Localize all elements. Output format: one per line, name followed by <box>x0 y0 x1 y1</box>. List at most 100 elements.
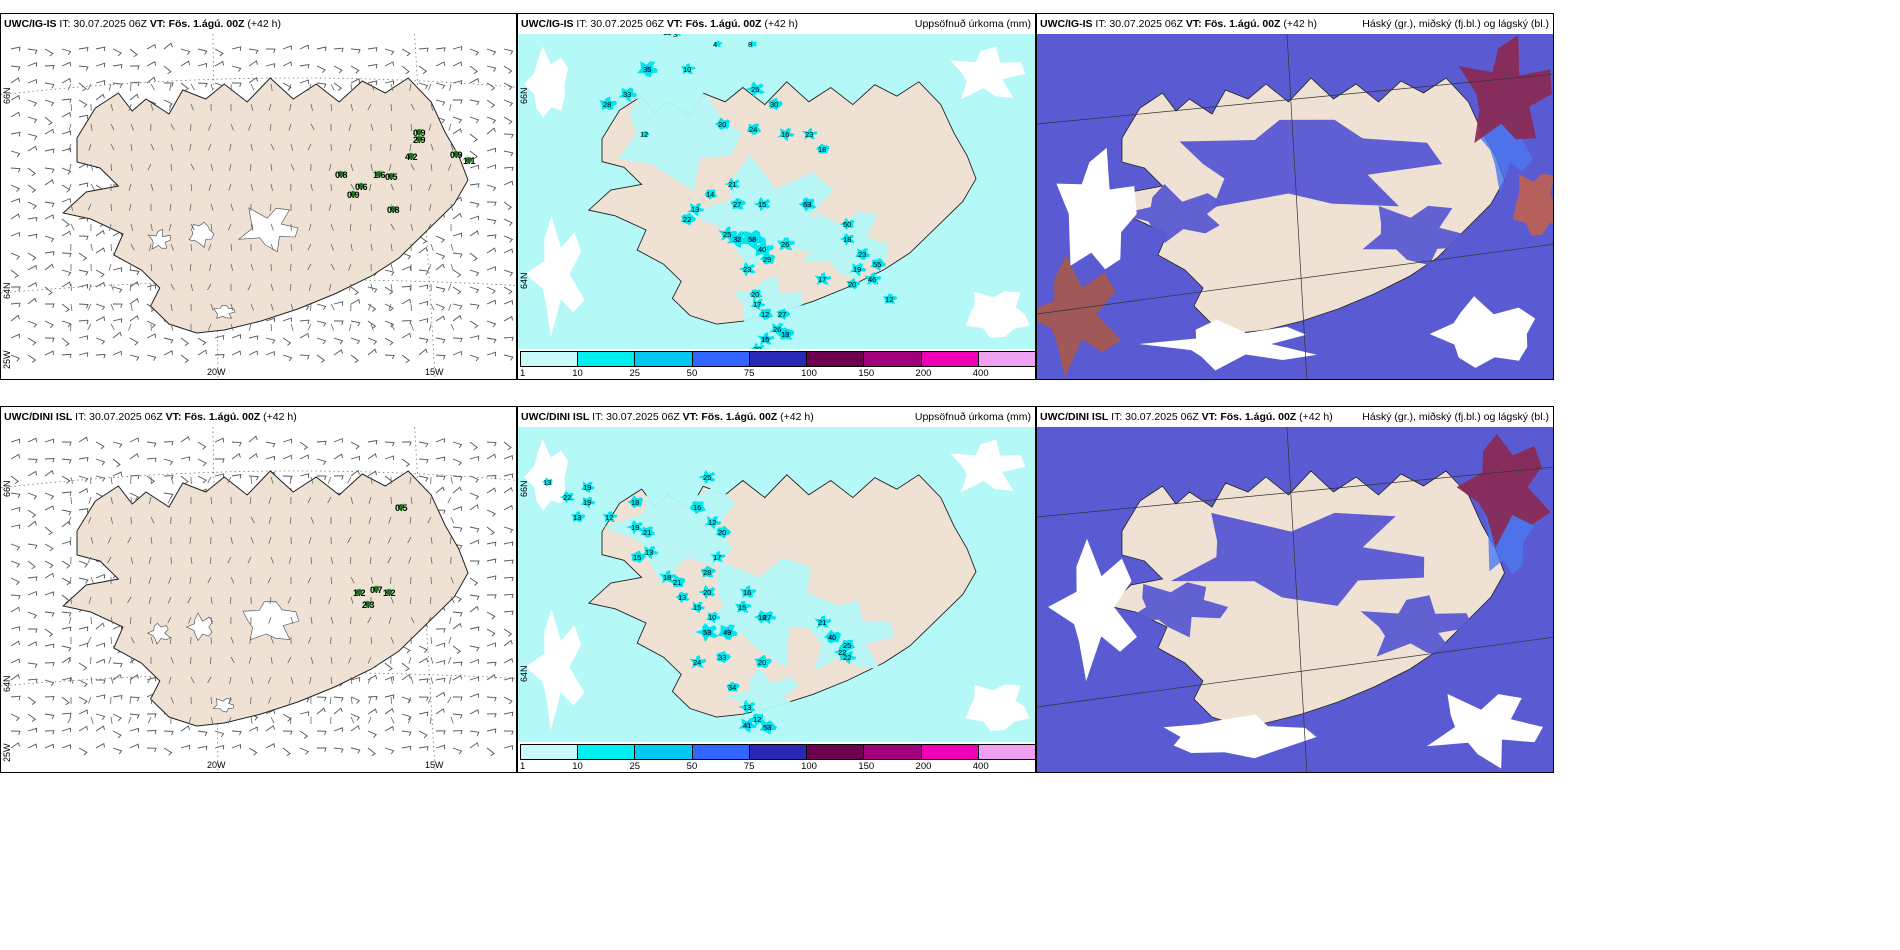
precip-amount-label: 15 <box>693 603 701 612</box>
precip-amount-label: 13 <box>691 205 699 214</box>
precip-colorbar: 1 10 25 50 75 100 150 200 400 <box>518 742 1035 772</box>
precip-amount-label: 22 <box>683 215 691 224</box>
precip-value-label: 1.2 <box>383 588 396 598</box>
colorbar-tick: 100 <box>801 761 817 772</box>
cloud-map <box>1037 33 1553 379</box>
lat-label-64n: 64N <box>2 675 12 692</box>
precip-amount-label: 18 <box>843 235 851 244</box>
colorbar-tick: 150 <box>858 761 875 772</box>
wind-map: 0.51.2 0.7 1.22.3 <box>1 426 516 772</box>
precip-amount-label: 8 <box>748 40 752 49</box>
precip-amount-label: 22 <box>838 648 846 657</box>
colorbar-tick: 75 <box>743 761 755 772</box>
precip-amount-label: 35 <box>643 65 651 74</box>
precip-value-label: 0.8 <box>387 205 400 215</box>
precip-amount-label: 13 <box>543 478 551 487</box>
colorbar-tick: 50 <box>686 761 698 772</box>
lat-label-64n: 64N <box>519 272 529 289</box>
cloud-map <box>1037 426 1553 772</box>
precip-amount-label: 15 <box>633 553 641 562</box>
colorbar-tick: 75 <box>743 368 755 379</box>
colorbar-swatch <box>920 744 979 760</box>
precip-amount-label: 13 <box>781 330 789 339</box>
lon-label-20w: 20W <box>207 760 226 770</box>
precip-value-label: 1.1 <box>463 156 476 166</box>
precip-amount-label: 4 <box>713 40 717 49</box>
precip-amount-label: 30 <box>770 100 778 109</box>
precip-value-label: 0.9 <box>347 190 360 200</box>
precip-amount-label: 23 <box>743 265 751 274</box>
precip-amount-label: 16 <box>781 130 789 139</box>
colorbar-swatch <box>520 744 579 760</box>
panel-header: UWC/DINI ISL IT: 30.07.2025 06Z VT: Fös.… <box>518 407 1035 427</box>
precip-amount-label: 17 <box>753 300 761 309</box>
precip-amount-label: 53 <box>703 628 711 637</box>
precip-amount-label: 20 <box>718 120 726 129</box>
precip-amount-label: 25 <box>723 230 731 239</box>
precip-amount-label: 20 <box>758 658 766 667</box>
panel-header: UWC/DINI ISL IT: 30.07.2025 06Z VT: Fös.… <box>1 407 516 427</box>
precip-value-label: 0.5 <box>385 172 398 182</box>
precip-value-label: 0.8 <box>335 170 348 180</box>
precip-amount-label: 20 <box>703 588 711 597</box>
field-title: Uppsöfnuð úrkoma (mm) <box>914 18 1031 30</box>
lon-label-15w: 15W <box>425 760 444 770</box>
panel-header: UWC/IG-IS IT: 30.07.2025 06Z VT: Fös. 1.… <box>1 14 516 34</box>
precip-amount-label: 46 <box>868 275 876 284</box>
precip-amount-label: 33 <box>718 653 726 662</box>
precip-amount-label: 18 <box>818 145 826 154</box>
wind-map-panel-dini: UWC/DINI ISL IT: 30.07.2025 06Z VT: Fös.… <box>0 406 517 773</box>
precip-amount-label: 21 <box>728 180 736 189</box>
colorbar-swatch <box>863 744 922 760</box>
precip-amount-label: 15 <box>761 335 769 344</box>
precip-amount-label: 12 <box>640 130 648 139</box>
precip-amount-label: 32 <box>733 235 741 244</box>
precip-value-label: 0.6 <box>355 182 368 192</box>
lat-label-25w: 25W <box>2 350 12 369</box>
colorbar-tick: 25 <box>629 368 641 379</box>
precip-value-label: 2.3 <box>362 600 375 610</box>
precip-amount-label: 40 <box>828 633 836 642</box>
colorbar-tick: 1 <box>520 368 526 379</box>
field-title: Háský (gr.), miðský (fj.bl.) og lágský (… <box>1362 411 1549 423</box>
colorbar-swatch <box>520 351 579 367</box>
precip-amount-label: 29 <box>763 255 771 264</box>
precip-amount-label: 18 <box>631 498 639 507</box>
precip-amount-label: 14 <box>706 190 714 199</box>
precip-amount-label: 12 <box>605 513 613 522</box>
precip-amount-label: 24 <box>693 658 701 667</box>
precip-amount-label: 12 <box>885 295 893 304</box>
precip-amount-label: 53 <box>763 723 771 732</box>
precip-amount-label: 13 <box>743 703 751 712</box>
precip-amount-label: 20 <box>848 280 856 289</box>
precip-value-label: 0.9 <box>413 128 426 138</box>
precip-amount-label: 19 <box>631 523 639 532</box>
field-title: Háský (gr.), miðský (fj.bl.) og lágský (… <box>1362 18 1549 30</box>
precip-amount-label: 26 <box>781 240 789 249</box>
precip-amount-label: 28 <box>603 100 611 109</box>
precip-amount-label: 10 <box>683 65 691 74</box>
precip-amount-label: 21 <box>643 528 651 537</box>
colorbar-tick: 100 <box>801 368 817 379</box>
precip-amount-label: 13 <box>678 593 686 602</box>
precip-value-label: 0.5 <box>395 503 408 513</box>
precip-amount-label: 21 <box>818 618 826 627</box>
lat-label-64n: 64N <box>2 282 12 299</box>
precip-value-label: 2.9 <box>413 135 426 145</box>
precip-amount-label: 27 <box>763 613 771 622</box>
colorbar-swatch <box>806 351 865 367</box>
colorbar-swatch <box>748 351 808 367</box>
precip-amount-label: 13 <box>573 513 581 522</box>
precip-amount-label: 19 <box>853 265 861 274</box>
precip-amount-label: 27 <box>778 310 786 319</box>
cloud-map-panel-igis: UWC/IG-IS IT: 30.07.2025 06Z VT: Fös. 1.… <box>1036 13 1554 380</box>
precip-amount-label: 20 <box>751 290 759 299</box>
colorbar-swatch <box>691 351 750 367</box>
precip-amount-label: 21 <box>673 578 681 587</box>
colorbar-swatch <box>748 744 808 760</box>
colorbar-swatch <box>806 744 865 760</box>
precip-map-panel-dini: UWC/DINI ISL IT: 30.07.2025 06Z VT: Fös.… <box>517 406 1036 773</box>
colorbar-tick: 150 <box>858 368 875 379</box>
lat-label-66n: 66N <box>2 87 12 104</box>
